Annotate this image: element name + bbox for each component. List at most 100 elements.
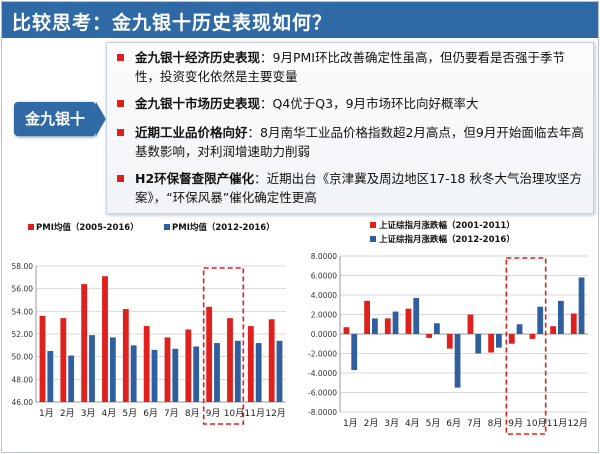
x-tick-label: 8月 — [488, 418, 503, 429]
bar-series2 — [372, 318, 378, 334]
x-tick-label: 5月 — [426, 418, 441, 429]
bar-series1 — [426, 334, 432, 338]
bar-series1 — [446, 334, 453, 349]
bar-series1 — [185, 329, 192, 402]
bar-series1 — [206, 306, 213, 402]
y-tick-label: 48.00 — [12, 375, 34, 384]
bar-series2 — [351, 334, 358, 371]
legend-swatch — [370, 236, 376, 242]
y-tick-label: -4.0000 — [308, 369, 337, 378]
bar-series2 — [516, 324, 523, 334]
y-tick-label: 8.0000 — [311, 252, 337, 261]
bar-series1 — [102, 276, 108, 402]
x-tick-label: 6月 — [446, 418, 461, 429]
bullet-heading: 近期工业品价格向好 — [135, 125, 248, 140]
legend-swatch — [370, 222, 376, 228]
bullet-item: 金九银十市场历史表现：Q4优于Q3，9月市场环比向好概率大 — [117, 94, 587, 113]
bar-series2 — [537, 306, 544, 334]
y-tick-label: 54.00 — [12, 307, 34, 316]
x-tick-label: 6月 — [143, 408, 158, 419]
bar-series1 — [570, 313, 577, 334]
legend-label: 上证综指月涨跌幅（2001-2011） — [379, 220, 515, 231]
x-tick-label: 7月 — [467, 418, 482, 429]
x-tick-label: 1月 — [39, 408, 54, 419]
bullet-body: ：近期出台《京津冀及周边地区17-18 秋冬大气治理攻坚方案》，“环保风暴”催化… — [135, 171, 582, 205]
bar-series1 — [488, 334, 494, 353]
bar-series2 — [496, 334, 502, 348]
bullet-heading: 金九银十经济历史表现 — [135, 50, 261, 65]
y-tick-label: 56.00 — [12, 285, 34, 294]
bar-series2 — [151, 349, 158, 402]
bar-series1 — [384, 318, 391, 334]
bullet-heading: H2环保督查限产催化 — [135, 171, 255, 186]
y-tick-label: -8.0000 — [308, 408, 337, 417]
bar-series2 — [193, 346, 200, 402]
bar-series2 — [130, 345, 137, 402]
bar-series1 — [164, 337, 171, 402]
y-tick-label: 58.00 — [12, 262, 34, 271]
bar-series1 — [467, 314, 474, 334]
bar-series1 — [81, 284, 88, 402]
bullet-heading: 金九银十市场历史表现 — [135, 96, 261, 111]
legend-label: PMI均值（2012-2016） — [172, 222, 275, 233]
title-bar: 比较思考：金九银十历史表现如何？ — [2, 2, 598, 38]
bullet-item: 近期工业品价格向好：8月南华工业品价格指数超2月高点，但9月开始面临去年高基数影… — [117, 123, 587, 161]
bar-series2 — [172, 348, 179, 402]
bullet-square-icon — [117, 54, 124, 61]
bullet-square-icon — [117, 175, 124, 182]
x-tick-label: 4月 — [102, 408, 117, 419]
bar-series2 — [214, 343, 220, 402]
bar-series1 — [143, 326, 150, 402]
bullet-body: ：9月PMI环比改善确定性虽高，但仍要看是否强于季节性，投资变化依然是主要变量 — [135, 50, 565, 84]
y-tick-label: 2.0000 — [311, 311, 337, 320]
highlight-box — [505, 257, 547, 435]
bar-series1 — [39, 315, 46, 402]
legend-label: 上证综指月涨跌幅（2012-2016） — [379, 234, 515, 245]
bar-series2 — [234, 340, 241, 402]
bar-series2 — [392, 311, 399, 334]
slide-title: 比较思考：金九银十历史表现如何？ — [12, 12, 333, 34]
x-tick-label: 2月 — [364, 418, 379, 429]
y-tick-label: 0.0000 — [311, 330, 337, 339]
bar-series1 — [247, 326, 254, 402]
legend-swatch — [28, 224, 34, 230]
bar-series2 — [68, 355, 75, 402]
bar-series1 — [529, 334, 536, 339]
x-tick-label: 4月 — [405, 418, 420, 429]
x-tick-label: 9月 — [508, 418, 523, 429]
legend-label: PMI均值（2005-2016） — [36, 222, 139, 233]
highlight-box — [202, 267, 245, 425]
y-tick-label: 4.0000 — [311, 291, 337, 300]
bullet-body: ：Q4优于Q3，9月市场环比向好概率大 — [260, 96, 479, 111]
side-label: 金九银十 — [14, 102, 96, 136]
x-tick-label: 7月 — [164, 408, 179, 419]
bar-series2 — [413, 297, 420, 334]
bullet-square-icon — [117, 100, 124, 107]
bar-series1 — [60, 318, 67, 402]
x-tick-label: 10月 — [224, 408, 244, 419]
bar-series2 — [255, 343, 262, 402]
bar-series2 — [454, 334, 461, 388]
x-tick-label: 3月 — [81, 408, 96, 419]
bar-series1 — [405, 308, 412, 334]
bar-series1 — [227, 318, 233, 402]
bullet-item: 金九银十经济历史表现：9月PMI环比改善确定性虽高，但仍要看是否强于季节性，投资… — [117, 48, 587, 86]
bar-series1 — [343, 327, 350, 334]
bar-series2 — [109, 337, 116, 402]
bar-series2 — [276, 340, 283, 402]
x-tick-label: 12月 — [567, 418, 587, 429]
x-tick-label: 12月 — [265, 408, 285, 419]
bullet-body: ：8月南华工业品价格指数超2月高点，但9月开始面临去年高基数影响，对利润增速助力… — [135, 125, 584, 159]
x-tick-label: 10月 — [526, 418, 546, 429]
y-tick-label: 52.00 — [12, 330, 34, 339]
y-tick-label: -2.0000 — [308, 350, 337, 359]
x-tick-label: 9月 — [206, 408, 221, 419]
index-return-chart: 上证综指月涨跌幅（2001-2011） 上证综指月涨跌幅（2012-2016） 8.… — [308, 220, 588, 435]
bar-series1 — [550, 326, 556, 334]
x-tick-label: 11月 — [547, 418, 567, 429]
bar-series1 — [508, 334, 515, 344]
bar-series2 — [475, 334, 482, 354]
bar-series2 — [47, 351, 54, 402]
bar-series1 — [268, 319, 275, 402]
legend-swatch — [164, 224, 170, 230]
